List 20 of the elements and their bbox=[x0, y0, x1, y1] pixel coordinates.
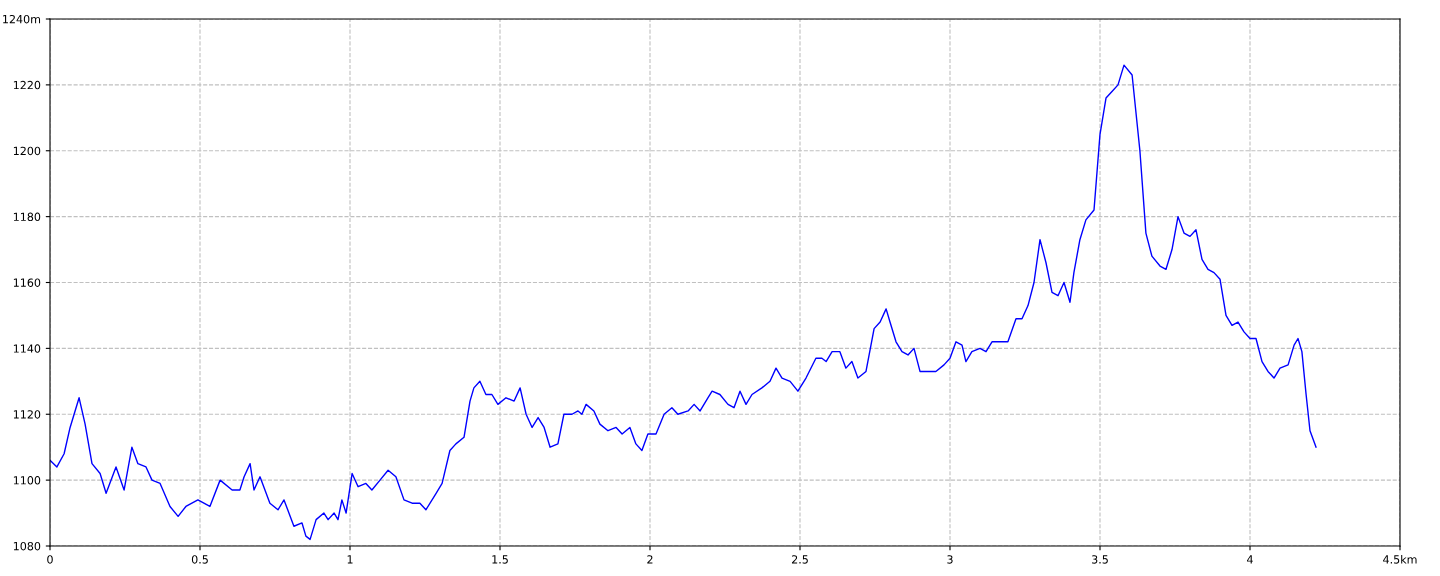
y-tick-label: 1080 bbox=[13, 541, 41, 551]
x-tick-label: 0.5 bbox=[191, 555, 208, 564]
y-tick-label: 1220 bbox=[13, 80, 41, 90]
x-tick-label: 2.5 bbox=[791, 555, 808, 564]
y-tick-label: 1240m bbox=[3, 14, 41, 24]
line-series bbox=[50, 64, 1317, 541]
y-tick-label: 1160 bbox=[13, 278, 41, 287]
x-tick-label: 1 bbox=[347, 555, 353, 564]
y-tick-label: 1180 bbox=[13, 212, 41, 221]
y-tick-label: 1120 bbox=[13, 410, 41, 419]
x-tick-label: 4.5km bbox=[1383, 555, 1417, 564]
y-tick-label: 1100 bbox=[13, 476, 41, 485]
x-tick-label: 3.5 bbox=[1092, 555, 1108, 564]
y-tick-label: 1200 bbox=[13, 146, 41, 156]
x-tick-label: 3 bbox=[947, 555, 953, 564]
x-tick-label: 4 bbox=[1247, 555, 1253, 564]
x-tick-label: 0 bbox=[47, 555, 53, 564]
y-tick-label: 1140 bbox=[13, 344, 41, 353]
x-tick-label: 2 bbox=[647, 555, 653, 564]
x-tick-label: 1.5 bbox=[492, 555, 508, 564]
